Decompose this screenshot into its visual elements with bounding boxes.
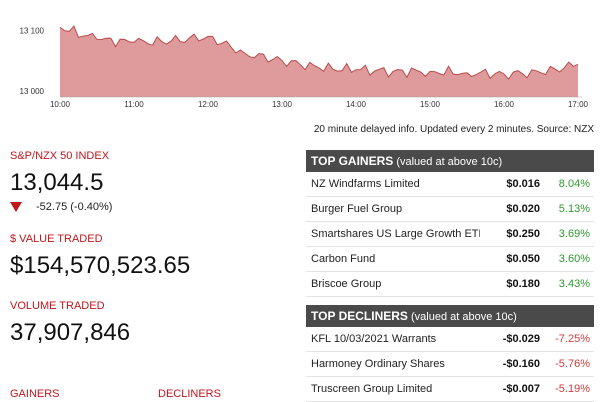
table-row[interactable]: KFL 10/03/2021 Warrants -$0.029 -7.25%: [306, 327, 594, 352]
bottom-labels: GAINERS DECLINERS: [10, 388, 300, 400]
stock-price-change: -$0.029: [502, 333, 540, 345]
x-tick-label: 10:00: [50, 100, 71, 109]
top-gainers-subtitle: (valued at above 10c): [396, 156, 503, 168]
table-row[interactable]: Truscreen Group Limited -$0.007 -5.19%: [306, 377, 594, 402]
market-summary: S&P/NZX 50 INDEX 13,044.5 -52.75 (-0.40%…: [10, 150, 290, 347]
x-tick-label: 15:00: [420, 100, 441, 109]
table-row[interactable]: Smartshares US Large Growth ETF $0.250 3.6…: [306, 222, 594, 247]
index-change-row: -52.75 (-0.40%): [10, 201, 290, 213]
stock-percent-change: 3.69%: [558, 228, 590, 240]
top-decliners-title: TOP DECLINERS: [311, 309, 408, 323]
x-tick-label: 14:00: [346, 100, 367, 109]
index-value: 13,044.5: [10, 169, 104, 196]
top-decliners-panel: TOP DECLINERS (valued at above 10c) KFL …: [306, 305, 594, 402]
top-decliners-list: KFL 10/03/2021 Warrants -$0.029 -7.25% Harm…: [306, 327, 594, 402]
stock-name[interactable]: Harmoney Ordinary Shares: [311, 358, 445, 370]
index-line-series: [59, 25, 579, 80]
table-row[interactable]: Burger Fuel Group $0.020 5.13%: [306, 197, 594, 222]
source-note: 20 minute delayed info. Updated every 2 …: [313, 124, 594, 135]
x-tick-label: 11:00: [124, 100, 144, 109]
x-tick-label: 13:00: [272, 100, 293, 109]
index-change: -52.75 (-0.40%): [36, 201, 113, 213]
x-tick-label: 12:00: [198, 100, 219, 109]
stock-name[interactable]: KFL 10/03/2021 Warrants: [311, 333, 437, 345]
stock-name[interactable]: Burger Fuel Group: [311, 203, 403, 215]
stock-price-change: -$0.007: [502, 383, 540, 395]
stock-percent-change: 8.04%: [558, 178, 590, 190]
gainers-label: GAINERS: [10, 388, 60, 400]
value-traded-label: $ VALUE TRADED: [10, 233, 103, 245]
top-gainers-header: TOP GAINERS (valued at above 10c): [306, 150, 594, 172]
top-gainers-list: NZ Windfarms Limited $0.016 8.04% Burger Fu…: [306, 172, 594, 297]
table-row[interactable]: Carbon Fund $0.050 3.60%: [306, 247, 594, 272]
stock-price-change: $0.020: [506, 203, 540, 215]
index-intraday-chart: 13 100 13 000 10:00 11:00 12:00 13:00 14:00 15…: [20, 25, 589, 109]
stock-name[interactable]: Briscoe Group: [311, 278, 382, 290]
stock-percent-change: -5.76%: [555, 358, 590, 370]
stock-percent-change: 5.13%: [558, 203, 590, 215]
x-axis: 10:00 11:00 12:00 13:00 14:00 15:00 16:00 17:00: [50, 100, 589, 109]
stock-percent-change: 3.43%: [558, 278, 590, 290]
table-row[interactable]: NZ Windfarms Limited $0.016 8.04%: [306, 172, 594, 197]
x-tick-label: 16:00: [494, 100, 515, 109]
stock-name[interactable]: Truscreen Group Limited: [311, 383, 433, 395]
y-axis: 13 100 13 000: [20, 26, 45, 96]
table-row[interactable]: Briscoe Group $0.180 3.43%: [306, 272, 594, 297]
chart-area-group: [59, 25, 582, 98]
index-area-series: [60, 26, 578, 98]
stock-price-change: $0.180: [506, 278, 540, 290]
stock-price-change: $0.016: [506, 178, 540, 190]
decliners-label: DECLINERS: [158, 388, 221, 400]
down-arrow-icon: [10, 202, 22, 212]
top-gainers-title: TOP GAINERS: [311, 154, 394, 168]
table-row[interactable]: Harmoney Ordinary Shares -$0.160 -5.76%: [306, 352, 594, 377]
volume-traded-value: 37,907,846: [10, 319, 131, 346]
stock-price-change: -$0.160: [502, 358, 540, 370]
volume-traded-label: VOLUME TRADED: [10, 300, 105, 312]
stock-percent-change: -7.25%: [555, 333, 590, 345]
index-label: S&P/NZX 50 INDEX: [10, 150, 110, 162]
top-decliners-subtitle: (valued at above 10c): [410, 311, 517, 323]
y-tick-label: 13 000: [20, 87, 45, 96]
value-traded-value: $154,570,523.65: [10, 252, 191, 279]
top-decliners-header: TOP DECLINERS (valued at above 10c): [306, 305, 594, 327]
stock-percent-change: -5.19%: [555, 383, 590, 395]
stock-percent-change: 3.60%: [558, 253, 590, 265]
stock-name[interactable]: Smartshares US Large Growth ETF: [311, 228, 480, 240]
x-tick-label: 17:00: [568, 100, 589, 109]
stock-name[interactable]: NZ Windfarms Limited: [311, 178, 420, 190]
stock-price-change: $0.050: [506, 253, 540, 265]
top-gainers-panel: TOP GAINERS (valued at above 10c) NZ Win…: [306, 150, 594, 297]
stock-name[interactable]: Carbon Fund: [311, 253, 376, 265]
stock-price-change: $0.250: [506, 228, 540, 240]
y-tick-label: 13 100: [20, 26, 45, 35]
